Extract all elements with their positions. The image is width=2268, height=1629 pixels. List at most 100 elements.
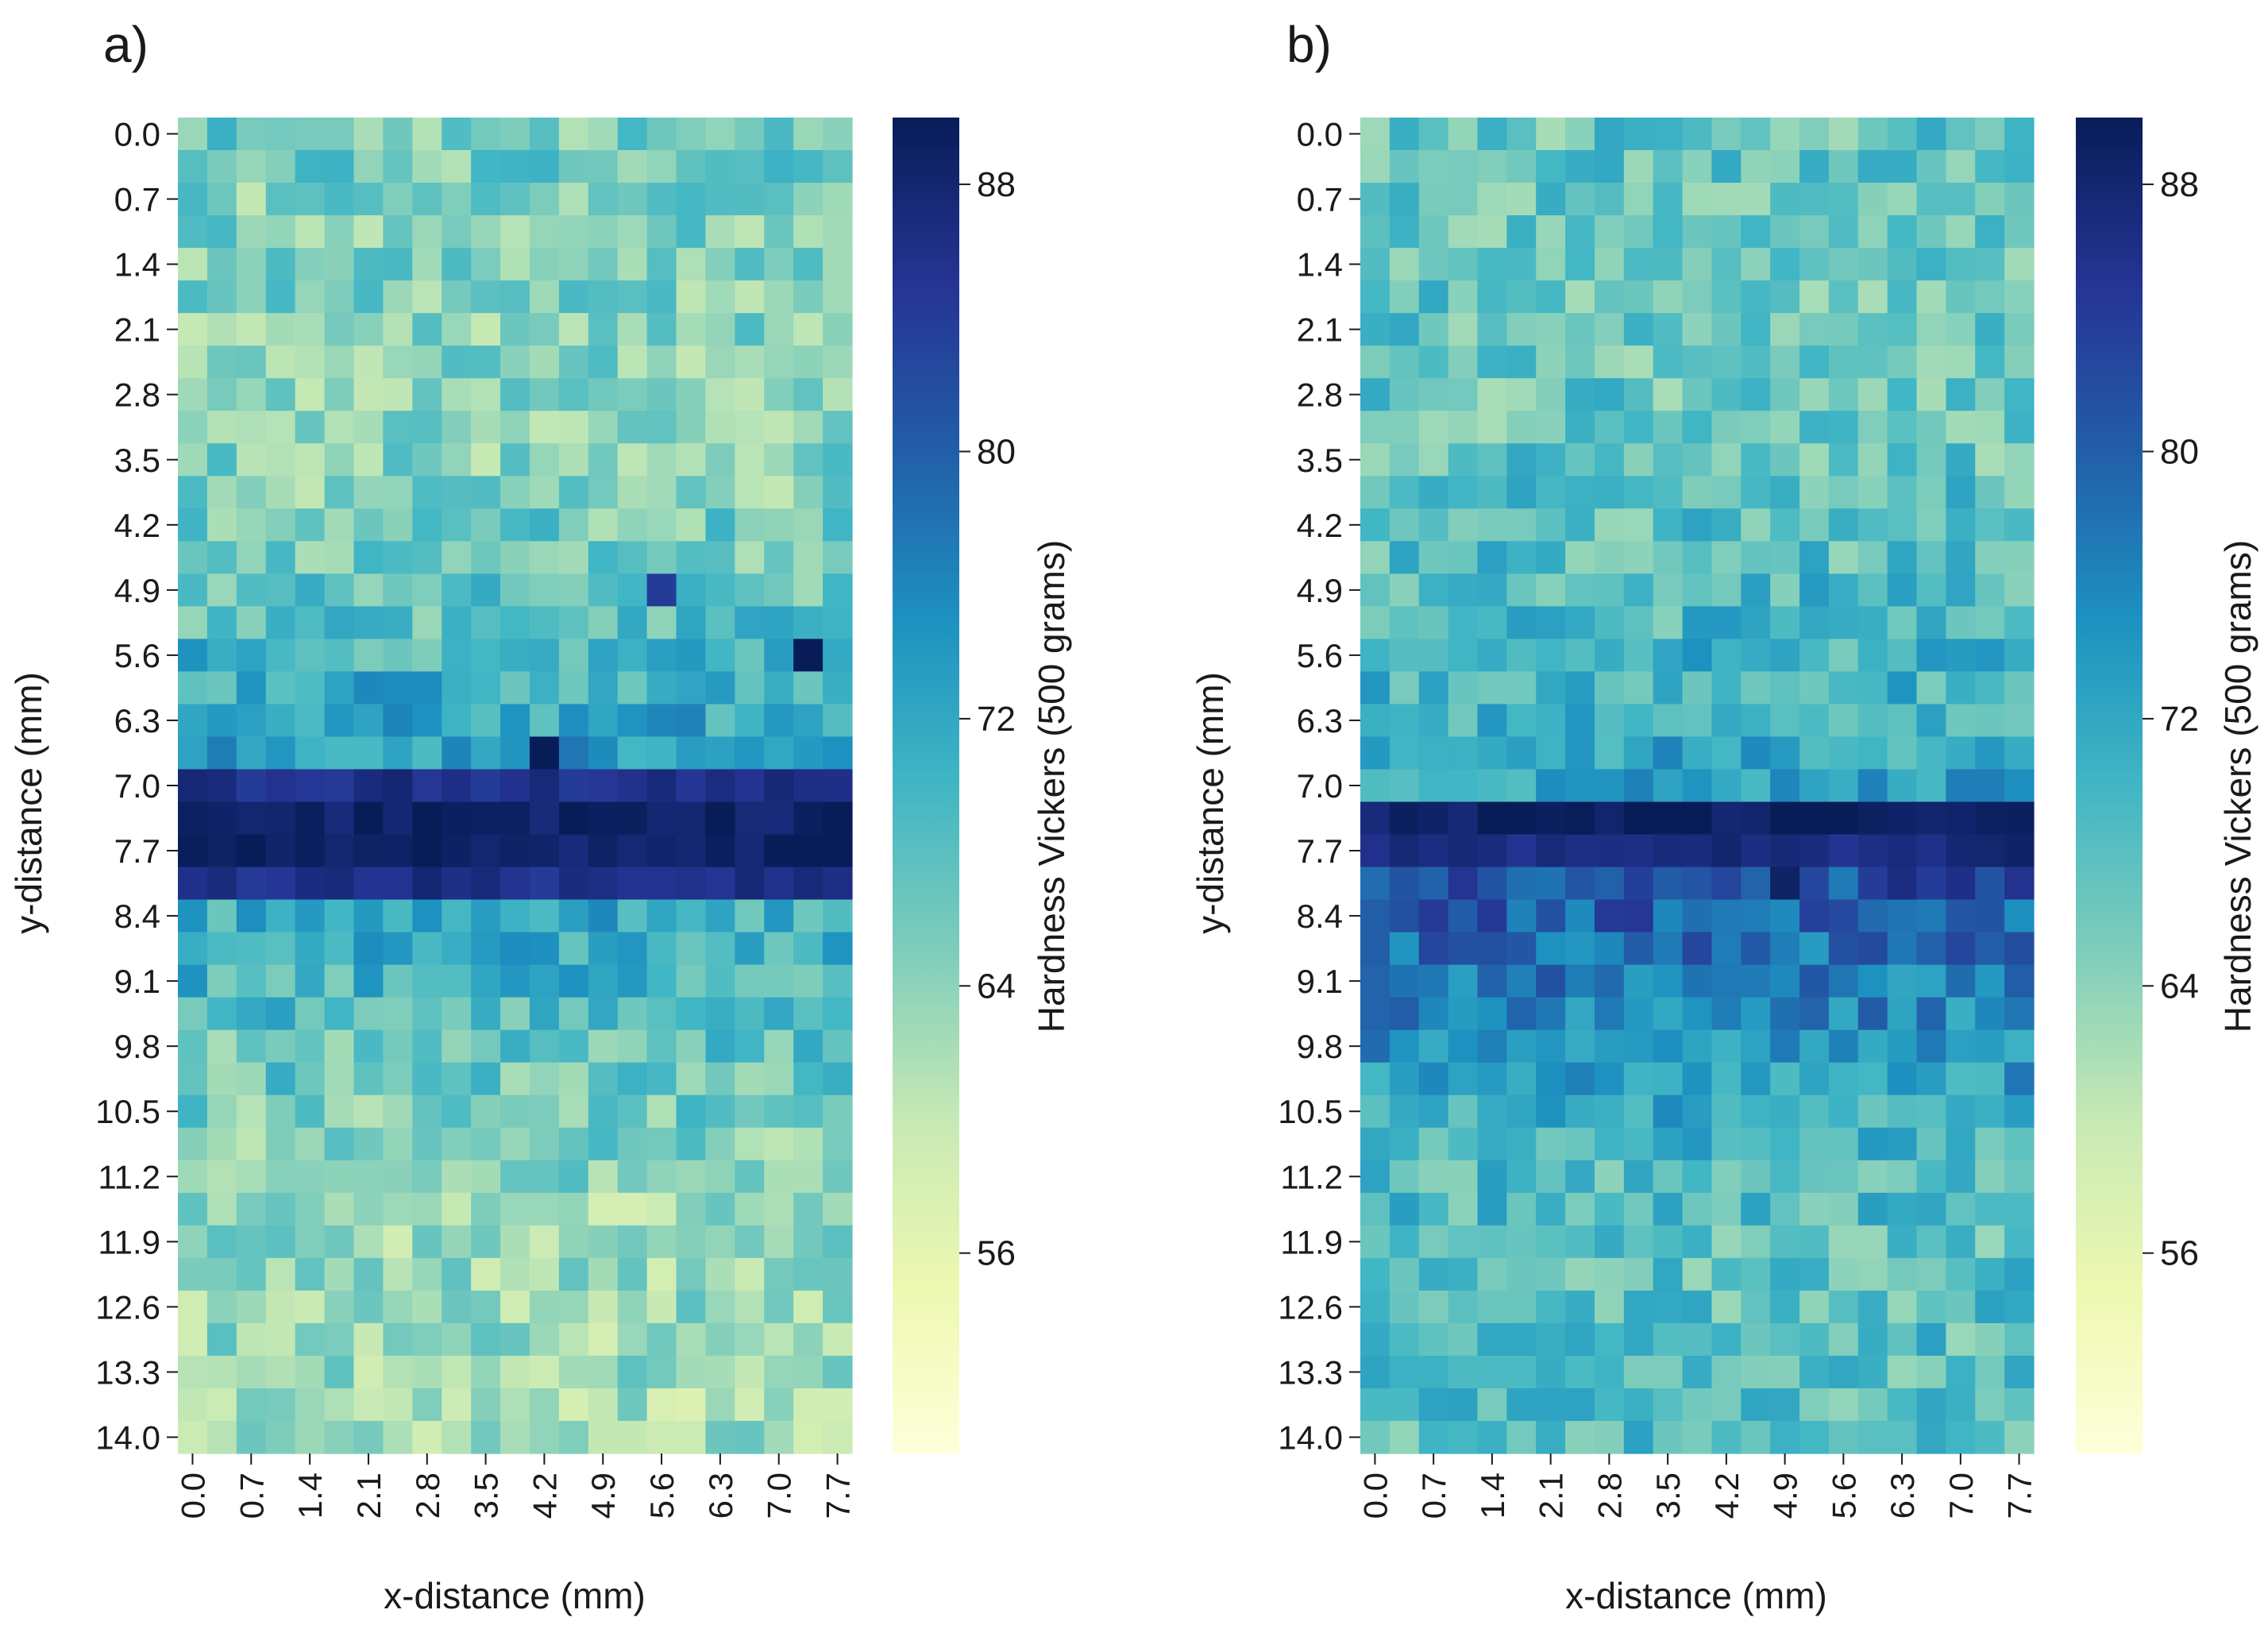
heatmap-cell (500, 1094, 530, 1129)
heatmap-cell (383, 313, 413, 346)
heatmap-cell (1360, 1192, 1390, 1226)
heatmap-cell (1360, 704, 1390, 738)
heatmap-cell (1682, 932, 1713, 966)
heatmap-cell (1887, 1029, 1918, 1063)
heatmap-cell (383, 378, 413, 411)
heatmap-cell (1360, 899, 1390, 933)
heatmap-cell (529, 736, 560, 770)
heatmap-cell (471, 573, 501, 607)
heatmap-cell (1536, 704, 1566, 738)
heatmap-cell (500, 1257, 530, 1291)
heatmap-cell (265, 280, 296, 314)
heatmap-cell (1623, 573, 1654, 607)
heatmap-cell (1623, 541, 1654, 574)
heatmap-cell (412, 1257, 442, 1291)
heatmap-cell (1448, 1322, 1479, 1357)
heatmap-cell (617, 1225, 648, 1259)
colorbar-label: Hardness Vickers (500 grams) (1031, 540, 1072, 1033)
heatmap-cell (558, 899, 589, 933)
heatmap-cell (588, 964, 619, 998)
heatmap-cell (1916, 1062, 1946, 1096)
heatmap-cell (1857, 769, 1888, 803)
heatmap-cell (500, 1160, 530, 1194)
heatmap-cell (617, 215, 648, 249)
heatmap-cell (588, 1322, 619, 1357)
heatmap-cell (1418, 345, 1449, 379)
heatmap-cell (412, 1127, 442, 1161)
heatmap-cell (412, 476, 442, 509)
heatmap-cell (1360, 313, 1390, 346)
heatmap-cell (735, 1062, 765, 1096)
heatmap-cell (1975, 801, 2005, 836)
heatmap-cell (1682, 1290, 1713, 1324)
heatmap-cell (617, 1094, 648, 1129)
heatmap-cell (383, 411, 413, 444)
heatmap-cell (558, 508, 589, 542)
heatmap-cell (764, 280, 794, 314)
heatmap-cell (764, 704, 794, 738)
heatmap-cell (1565, 899, 1595, 933)
heatmap-cell (1857, 280, 1888, 314)
heatmap-cell (500, 769, 530, 803)
heatmap-cell (1741, 248, 1771, 281)
heatmap-cell (1975, 183, 2005, 216)
heatmap-cell (529, 150, 560, 183)
heatmap-cell (735, 1094, 765, 1129)
heatmap-cell (1741, 476, 1771, 509)
heatmap-cell (265, 183, 296, 216)
y-tick-label: 11.9 (1280, 1223, 1343, 1260)
heatmap-cell (324, 1160, 355, 1194)
heatmap-cell (383, 932, 413, 966)
heatmap-cell (1536, 932, 1566, 966)
heatmap-cell (1418, 280, 1449, 314)
y-tick-label: 1.4 (114, 246, 160, 284)
colorbar-tick-label: 80 (977, 433, 1016, 472)
heatmap-cell (1857, 704, 1888, 738)
heatmap-cell (324, 1388, 355, 1422)
heatmap-cell (265, 1029, 296, 1063)
heatmap-cell (617, 313, 648, 346)
heatmap-cell (529, 1257, 560, 1291)
heatmap-cell (236, 1257, 267, 1291)
heatmap-cell (705, 1388, 735, 1422)
heatmap-cell (676, 932, 707, 966)
heatmap-cell (1536, 1257, 1566, 1291)
heatmap-cell (529, 215, 560, 249)
heatmap-cell (1916, 508, 1946, 542)
heatmap-cell (324, 704, 355, 738)
y-tick-labels: 0.00.71.42.12.83.54.24.95.66.37.07.78.49… (95, 116, 178, 1456)
heatmap-cell (442, 1094, 472, 1129)
heatmap-cell (324, 1192, 355, 1226)
heatmap-cell (646, 443, 677, 477)
heatmap-cell (1565, 1322, 1595, 1357)
heatmap-cell (735, 183, 765, 216)
heatmap-cell (500, 118, 530, 151)
heatmap-cell (178, 1094, 208, 1129)
heatmap-cell (1682, 1127, 1713, 1161)
heatmap-cell (442, 801, 472, 836)
heatmap-cell (442, 834, 472, 868)
heatmap-cell (353, 1355, 384, 1389)
heatmap-cell (2004, 1388, 2035, 1422)
heatmap-cell (823, 1029, 853, 1063)
heatmap-cell (1448, 964, 1479, 998)
heatmap-cell (412, 867, 442, 901)
heatmap-cell (206, 1388, 237, 1422)
heatmap-cell (1506, 834, 1537, 868)
heatmap-cell (823, 476, 853, 509)
heatmap-cell (1946, 1355, 1976, 1389)
heatmap-cell (1887, 541, 1918, 574)
heatmap-cell (1682, 313, 1713, 346)
y-tick-label: 10.5 (1278, 1093, 1343, 1130)
heatmap-cell (1360, 671, 1390, 705)
heatmap-cell (1828, 834, 1859, 868)
heatmap-cell (412, 964, 442, 998)
heatmap-cell (1477, 867, 1507, 901)
heatmap-cell (471, 248, 501, 281)
heatmap-cell (1389, 801, 1420, 836)
heatmap-cell (1418, 704, 1449, 738)
heatmap-cell (529, 541, 560, 574)
heatmap-cell (1946, 1388, 1976, 1422)
heatmap-cell (2004, 606, 2035, 639)
heatmap-cell (324, 671, 355, 705)
